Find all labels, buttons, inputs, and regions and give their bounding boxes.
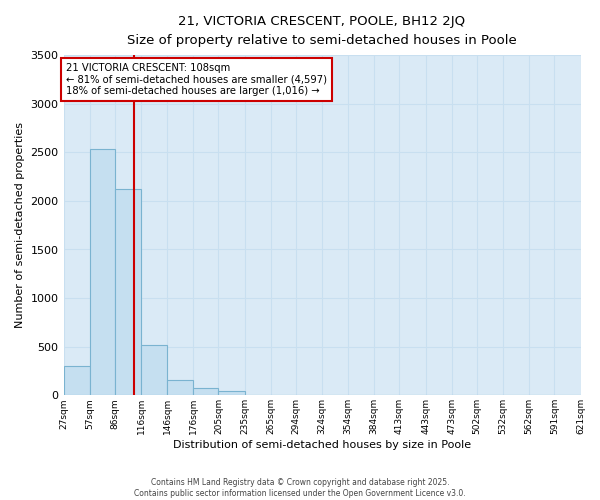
Bar: [141, 345, 167, 396]
Y-axis label: Number of semi-detached properties: Number of semi-detached properties: [15, 122, 25, 328]
Bar: [167, 380, 193, 396]
Title: 21, VICTORIA CRESCENT, POOLE, BH12 2JQ
Size of property relative to semi-detache: 21, VICTORIA CRESCENT, POOLE, BH12 2JQ S…: [127, 15, 517, 47]
Bar: [193, 388, 218, 396]
Text: Contains HM Land Registry data © Crown copyright and database right 2025.
Contai: Contains HM Land Registry data © Crown c…: [134, 478, 466, 498]
Bar: [89, 150, 115, 396]
Text: 21 VICTORIA CRESCENT: 108sqm
← 81% of semi-detached houses are smaller (4,597)
1: 21 VICTORIA CRESCENT: 108sqm ← 81% of se…: [66, 63, 327, 96]
Bar: [64, 366, 89, 396]
Bar: [115, 189, 141, 396]
Bar: [218, 392, 245, 396]
X-axis label: Distribution of semi-detached houses by size in Poole: Distribution of semi-detached houses by …: [173, 440, 471, 450]
